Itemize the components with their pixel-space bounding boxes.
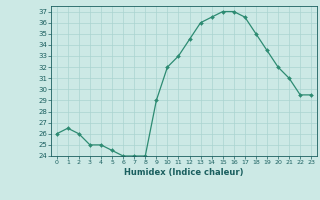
X-axis label: Humidex (Indice chaleur): Humidex (Indice chaleur)	[124, 168, 244, 177]
